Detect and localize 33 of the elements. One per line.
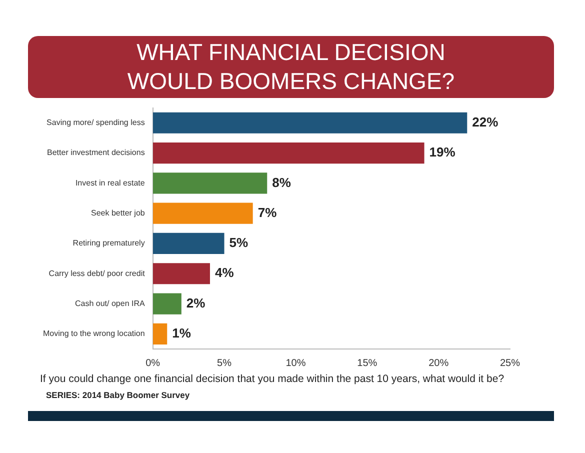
data-label: 22% [472, 114, 499, 130]
bar [152, 202, 253, 224]
x-tick-label: 20% [428, 358, 449, 369]
data-label: 5% [229, 235, 248, 250]
bar [152, 263, 210, 284]
bar [152, 172, 268, 194]
bar [152, 112, 468, 134]
x-tick-label: 15% [357, 358, 378, 369]
text: If you could change one financial decision that you made within the past 10 years, what would it be? [40, 373, 504, 385]
y-tick-label: Moving to the wrong location [42, 329, 145, 338]
bar [152, 142, 424, 164]
bar [152, 293, 182, 314]
bar [152, 323, 168, 344]
bar [152, 232, 224, 254]
data-label: 19% [429, 144, 456, 160]
text: SERIES: 2014 Baby Boomer Survey [46, 390, 190, 400]
y-tick-label: Invest in real estate [75, 178, 146, 188]
data-label: 4% [214, 265, 234, 280]
x-tick-label: 25% [500, 358, 520, 369]
y-tick-label: Cash out/ open IRA [75, 298, 146, 308]
x-tick-label: 0% [146, 358, 160, 369]
x-tick-label: 10% [286, 358, 306, 369]
data-label: 1% [172, 326, 192, 341]
data-label: 7% [258, 204, 278, 220]
data-label: 2% [186, 295, 206, 310]
chart-title: WHAT FINANCIAL DECISION WOULD BOOMERS CHANGE? [28, 36, 554, 98]
x-tick-label: 5% [217, 358, 232, 369]
y-tick-label: Better investment decisions [47, 148, 145, 158]
data-label: 8% [272, 174, 292, 190]
y-tick-label: Seek better job [91, 208, 146, 218]
y-tick-label: Carry less debt/ poor credit [48, 268, 146, 278]
y-tick-label: Saving more/ spending less [46, 118, 145, 128]
y-tick-label: Retiring prematurely [72, 238, 145, 248]
